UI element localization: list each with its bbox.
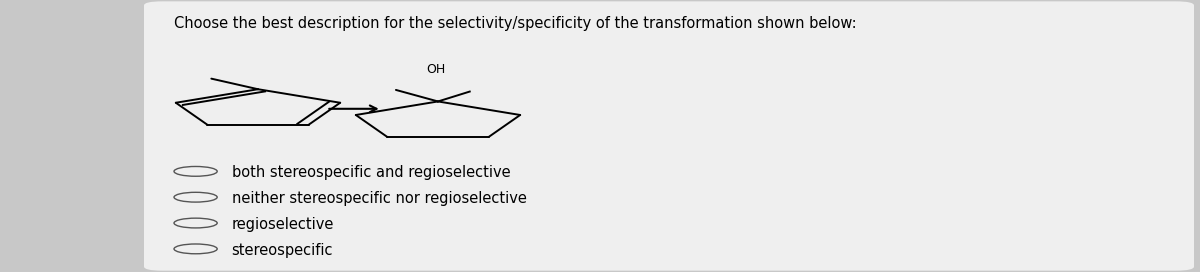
Text: stereospecific: stereospecific <box>232 243 334 258</box>
Text: both stereospecific and regioselective: both stereospecific and regioselective <box>232 165 510 180</box>
Text: Choose the best description for the selectivity/specificity of the transformatio: Choose the best description for the sele… <box>174 16 857 31</box>
Text: OH: OH <box>426 63 445 76</box>
Text: neither stereospecific nor regioselective: neither stereospecific nor regioselectiv… <box>232 191 527 206</box>
Text: regioselective: regioselective <box>232 217 334 232</box>
